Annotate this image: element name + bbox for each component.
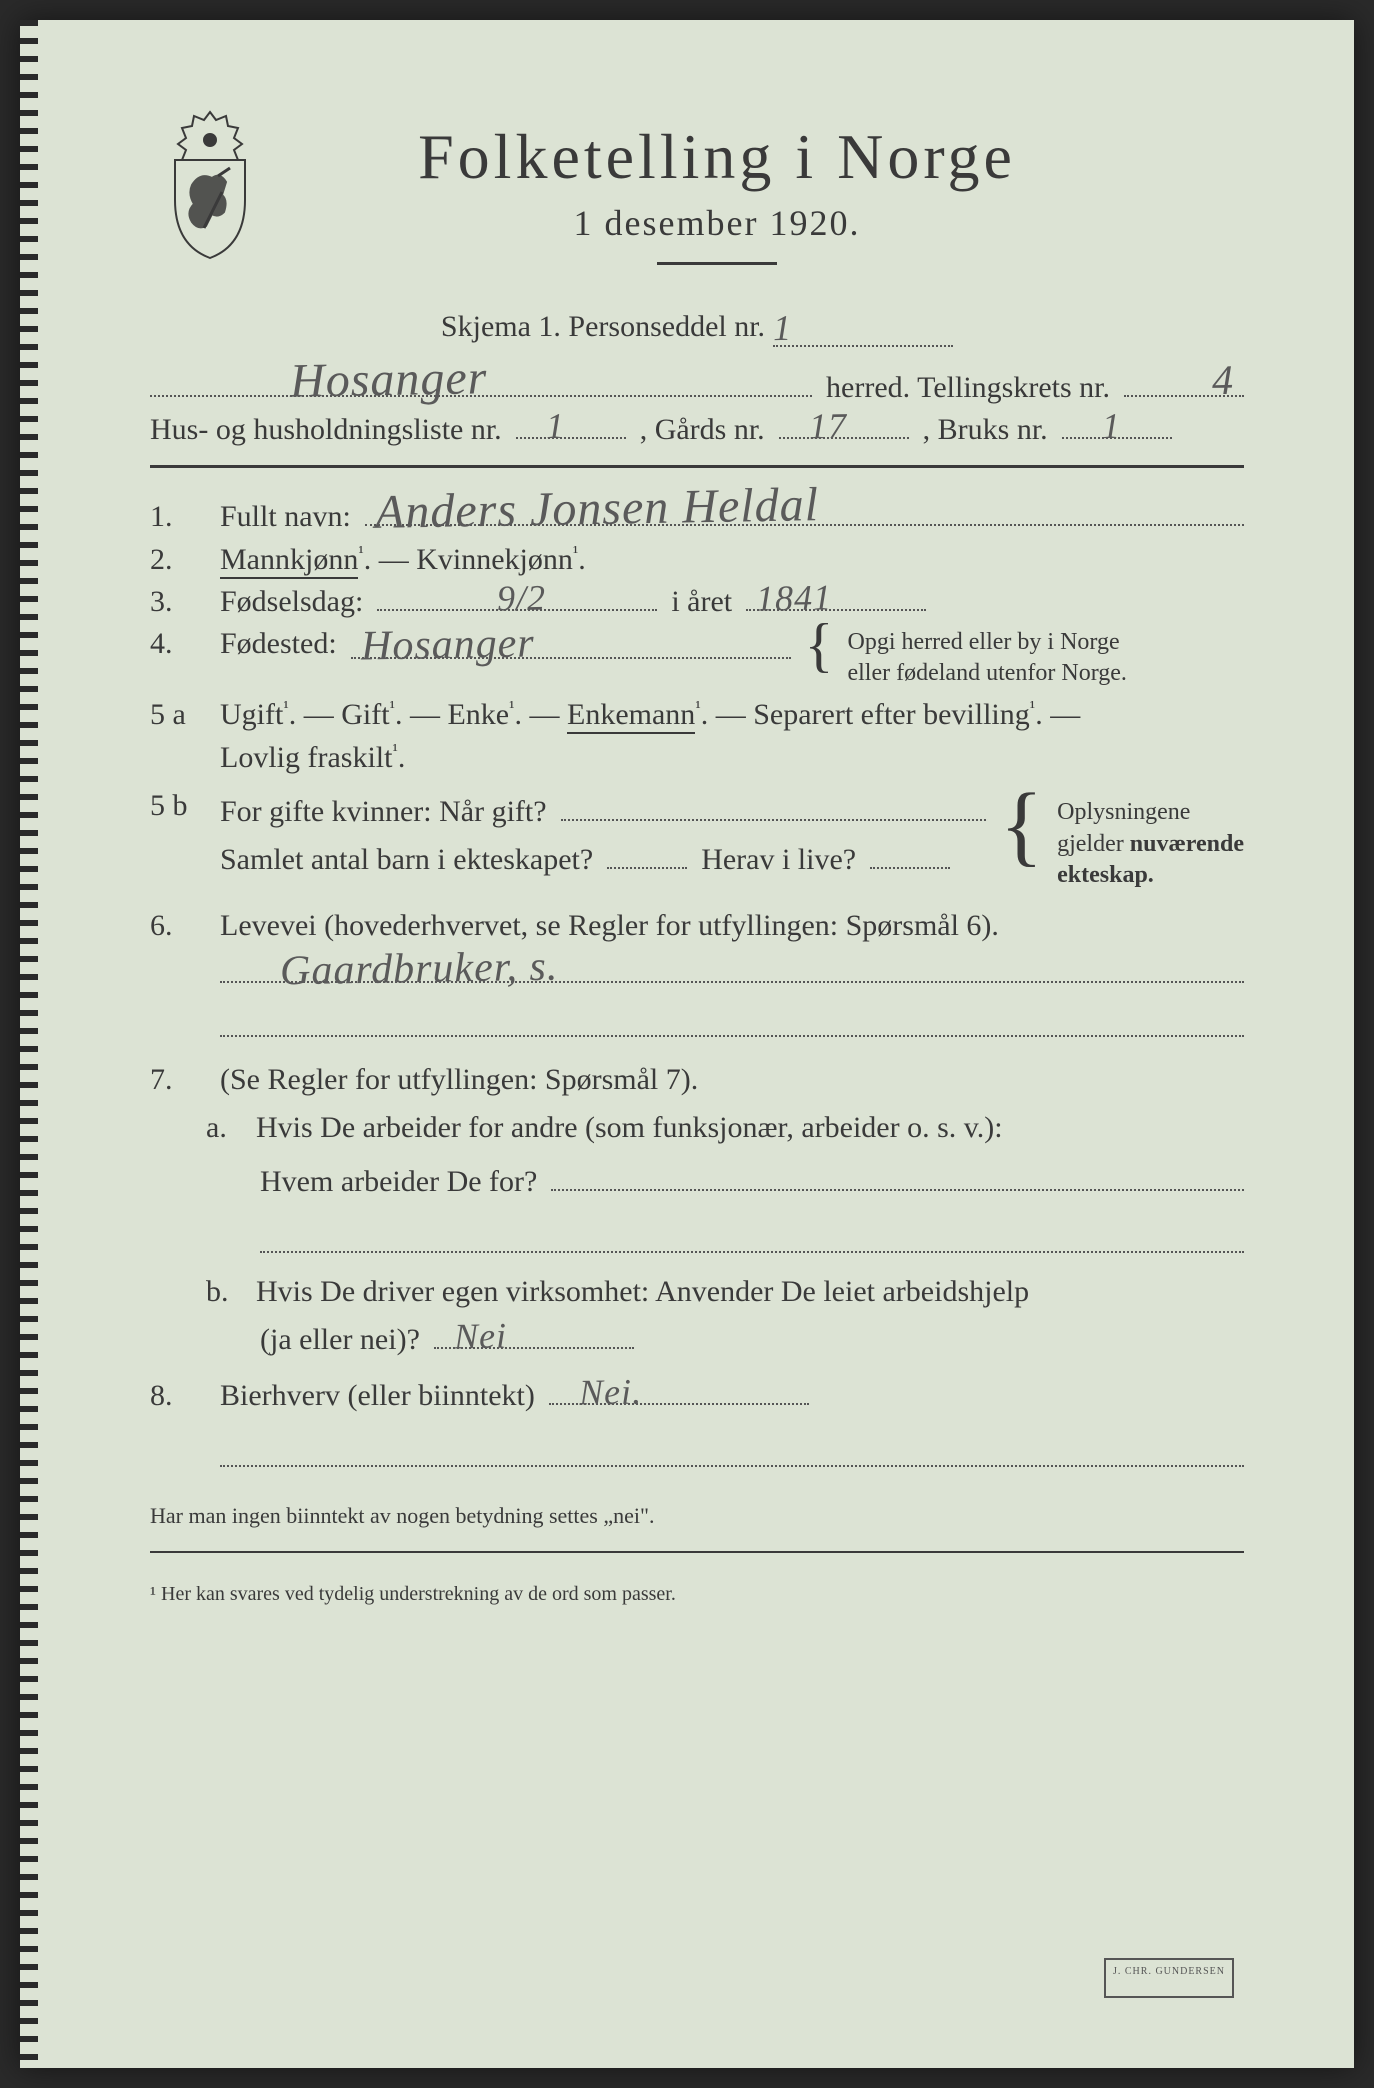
q3-day-value: 9/2 — [497, 577, 547, 620]
q7a-line1: Hvis De arbeider for andre (som funksjon… — [256, 1111, 1003, 1145]
q7b-num: b. — [206, 1275, 242, 1309]
footer-note2: ¹ Her kan svares ved tydelig understrekn… — [150, 1583, 1244, 1606]
q3-row: 3. Fødselsdag: 9/2 i året 1841 — [150, 585, 1244, 619]
q7a-line2: Hvem arbeider De for? — [260, 1165, 537, 1199]
q7-num: 7. — [150, 1063, 206, 1097]
q3-year-value: 1841 — [756, 576, 833, 619]
q4-row: 4. Fødested: Hosanger { Opgi herred elle… — [150, 627, 1244, 689]
census-form-page: Folketelling i Norge 1 desember 1920. Sk… — [20, 20, 1354, 2068]
footer-note1: Har man ingen biinntekt av nogen betydni… — [150, 1503, 1244, 1529]
q7b-line1: Hvis De driver egen virksomhet: Anvender… — [256, 1275, 1029, 1309]
herred-row: Hosanger herred. Tellingskrets nr. 4 — [150, 365, 1244, 405]
q7a-row2: Hvem arbeider De for? — [260, 1159, 1244, 1199]
q8-blank — [220, 1435, 1244, 1467]
q4-note: Opgi herred eller by i Norge eller fødel… — [847, 627, 1126, 689]
q8-value: Nei. — [579, 1370, 643, 1413]
q6-value: Gaardbruker, s. — [280, 943, 559, 996]
q5b-line2a: Samlet antal barn i ekteskapet? — [220, 843, 593, 877]
q5a-row2: Lovlig fraskilt¹. — [220, 740, 1244, 775]
q3-num: 3. — [150, 585, 206, 619]
q7a-num: a. — [206, 1111, 242, 1145]
q7b-row: b. Hvis De driver egen virksomhet: Anven… — [150, 1275, 1244, 1309]
q5b-line1: For gifte kvinner: Når gift? — [220, 795, 547, 829]
brace-icon: { — [805, 627, 834, 663]
q3-year-label: i året — [671, 585, 732, 619]
header: Folketelling i Norge 1 desember 1920. — [150, 120, 1244, 293]
q7b-line2: (ja eller nei)? — [260, 1323, 420, 1357]
skjema-nr-value: 1 — [773, 307, 793, 349]
gards-nr-value: 17 — [808, 405, 847, 448]
q5a-num: 5 a — [150, 698, 206, 732]
q2-text: Mannkjønn¹. — Kvinnekjønn¹. — [220, 542, 586, 577]
hus-label: Hus- og husholdningsliste nr. — [150, 413, 502, 447]
q5b-num: 5 b — [150, 789, 206, 823]
bruks-label: , Bruks nr. — [923, 413, 1048, 447]
herred-label: herred. Tellingskrets nr. — [826, 371, 1110, 405]
q6-num: 6. — [150, 909, 206, 943]
q7b-value: Nei — [454, 1314, 508, 1357]
q4-label: Fødested: — [220, 627, 337, 661]
q5b-line2b: Herav i live? — [701, 843, 856, 877]
q7a-row: a. Hvis De arbeider for andre (som funks… — [150, 1111, 1244, 1145]
q1-label: Fullt navn: — [220, 500, 351, 534]
q8-label: Bierhverv (eller biinntekt) — [220, 1379, 535, 1413]
q4-value: Hosanger — [360, 619, 534, 670]
tellingskrets-value: 4 — [1212, 357, 1235, 405]
q5b-row: 5 b For gifte kvinner: Når gift? Samlet … — [150, 789, 1244, 891]
q7-row: 7. (Se Regler for utfyllingen: Spørsmål … — [150, 1063, 1244, 1097]
q5a-row: 5 a Ugift¹. — Gift¹. — Enke¹. — Enkemann… — [150, 697, 1244, 732]
q8-row: 8. Bierhverv (eller biinntekt) Nei. — [150, 1379, 1244, 1413]
q6-value-row: Gaardbruker, s. — [220, 951, 1244, 983]
q7-label: (Se Regler for utfyllingen: Spørsmål 7). — [220, 1063, 698, 1097]
page-title: Folketelling i Norge — [310, 120, 1124, 194]
q7b-row2: (ja eller nei)? Nei — [260, 1323, 1244, 1357]
q2-num: 2. — [150, 543, 206, 577]
hus-row: Hus- og husholdningsliste nr. 1 , Gårds … — [150, 413, 1244, 447]
page-subtitle: 1 desember 1920. — [310, 202, 1124, 244]
brace-icon: { — [1000, 799, 1043, 853]
q2-row: 2. Mannkjønn¹. — Kvinnekjønn¹. — [150, 542, 1244, 577]
q2-mann: Mannkjønn — [220, 543, 358, 579]
q1-value: Anders Jonsen Heldal — [374, 477, 819, 540]
q6-blank — [220, 1005, 1244, 1037]
hus-nr-value: 1 — [545, 405, 565, 447]
bruks-nr-value: 1 — [1101, 405, 1121, 447]
coat-of-arms-icon — [150, 100, 270, 260]
q7a-blank — [260, 1221, 1244, 1253]
q1-num: 1. — [150, 500, 206, 534]
herred-value: Hosanger — [290, 350, 488, 408]
q8-num: 8. — [150, 1379, 206, 1413]
q6-row: 6. Levevei (hovederhvervet, se Regler fo… — [150, 909, 1244, 943]
printer-stamp: J. CHR. GUNDERSEN — [1104, 1958, 1234, 1998]
skjema-row: Skjema 1. Personseddel nr. 1 — [150, 303, 1244, 347]
gards-label: , Gårds nr. — [640, 413, 765, 447]
skjema-label: Skjema 1. Personseddel nr. — [441, 310, 765, 344]
divider — [150, 1551, 1244, 1553]
q4-num: 4. — [150, 627, 206, 661]
q6-label: Levevei (hovederhvervet, se Regler for u… — [220, 909, 999, 943]
q1-row: 1. Fullt navn: Anders Jonsen Heldal — [150, 494, 1244, 534]
title-block: Folketelling i Norge 1 desember 1920. — [310, 120, 1244, 293]
q5a-text: Ugift¹. — Gift¹. — Enke¹. — Enkemann¹. —… — [220, 697, 1080, 732]
q5b-note: Oplysningene gjelder nuværende ekteskap. — [1057, 797, 1244, 891]
title-rule — [657, 262, 777, 265]
q3-label: Fødselsdag: — [220, 585, 363, 619]
divider — [150, 465, 1244, 468]
